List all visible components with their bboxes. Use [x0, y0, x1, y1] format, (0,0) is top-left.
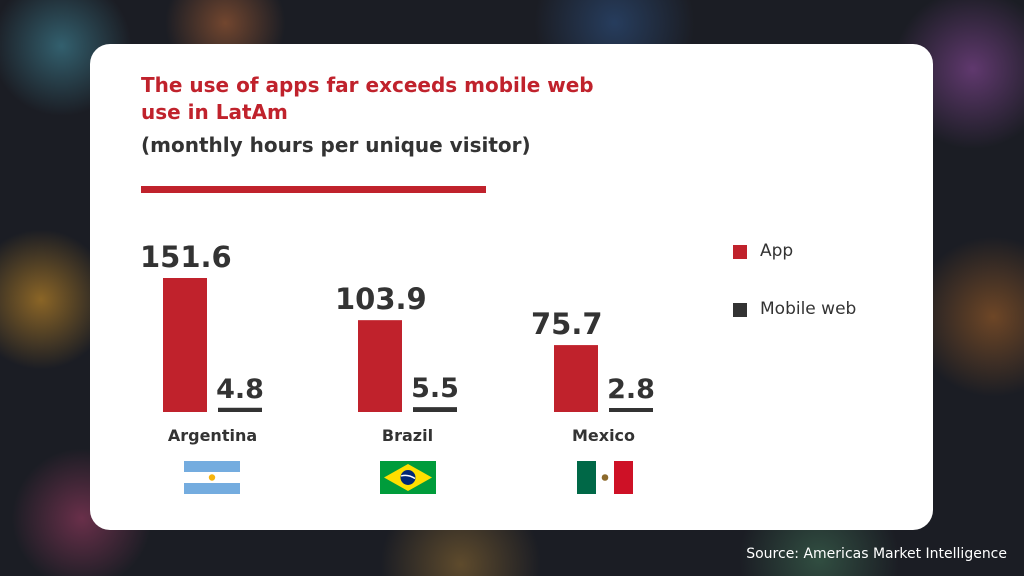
value-label-app-mexico: 75.7	[531, 307, 603, 341]
source-caption: Source: Americas Market Intelligence	[746, 546, 1007, 562]
legend-swatch-app	[733, 245, 747, 259]
value-label-mobile-web-brazil: 5.5	[411, 373, 459, 404]
category-label-mexico: Mexico	[572, 426, 635, 445]
chart-subtitle: (monthly hours per unique visitor)	[141, 133, 531, 157]
brazil-flag-icon	[380, 461, 436, 494]
bar-app-argentina	[163, 278, 207, 412]
legend-label-app: App	[760, 241, 794, 261]
value-label-app-brazil: 103.9	[335, 282, 427, 316]
category-label-brazil: Brazil	[382, 426, 433, 445]
bar-mobile-web-mexico	[609, 408, 653, 412]
value-label-mobile-web-argentina: 4.8	[216, 374, 264, 405]
legend-label-mobile-web: Mobile web	[760, 299, 857, 319]
chart-title: The use of apps far exceeds mobile web u…	[141, 73, 594, 124]
value-label-app-argentina: 151.6	[140, 240, 232, 274]
bar-mobile-web-argentina	[218, 407, 262, 412]
bar-chart: 151.6 4.8 Argentina 103.9 5.5 Brazil 75.7 2.8 Me…	[140, 240, 655, 445]
chart-card: The use of apps far exceeds mobile web u…	[90, 44, 933, 530]
mexico-flag-icon	[577, 461, 633, 494]
category-label-argentina: Argentina	[168, 426, 257, 445]
legend-swatch-mobile-web	[733, 303, 747, 317]
value-label-mobile-web-mexico: 2.8	[607, 374, 655, 405]
argentina-flag-icon	[184, 461, 240, 494]
title-divider	[141, 186, 486, 193]
bar-mobile-web-brazil	[413, 407, 457, 412]
bar-app-brazil	[358, 320, 402, 412]
bar-app-mexico	[554, 345, 598, 412]
